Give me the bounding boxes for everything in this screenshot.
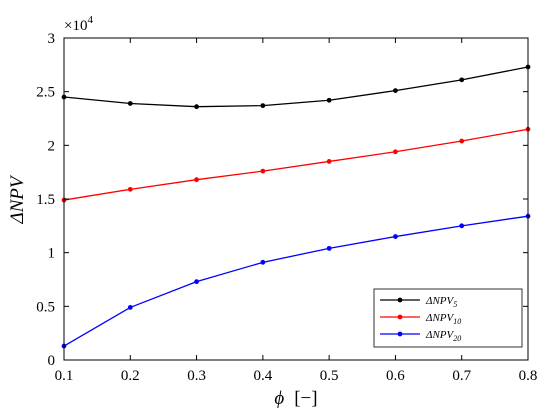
data-point	[393, 234, 398, 239]
y-tick-label: 1.5	[36, 192, 55, 208]
legend-marker	[397, 297, 403, 303]
legend-label: ΔNPV10	[425, 312, 461, 326]
data-point	[393, 88, 398, 93]
x-axis-unit: [−]	[294, 388, 317, 409]
ticks-layer: 0.1 0.2 0.3 0.4 0.5 0.6 0.7 0.8 0 0.5 1 1.5 2 2.5 3	[36, 31, 537, 384]
data-point	[260, 103, 266, 109]
legend: ΔNPV5 ΔNPV10 ΔNPV20	[373, 288, 523, 348]
series-layer	[61, 64, 531, 349]
data-point	[260, 168, 266, 174]
data-point	[260, 259, 266, 265]
data-point	[127, 305, 133, 310]
data-point	[194, 104, 199, 110]
y-multiplier: ×104	[64, 14, 93, 34]
data-point	[326, 245, 332, 251]
legend-label: ΔNPV20	[425, 329, 461, 343]
x-tick-label: 0.3	[187, 368, 206, 384]
y-tick-label: 3	[48, 31, 56, 47]
data-point	[194, 177, 199, 183]
data-point	[127, 186, 133, 192]
series-line	[63, 66, 529, 108]
data-point	[326, 159, 332, 164]
data-point	[326, 97, 332, 103]
series-line	[63, 128, 529, 201]
x-tick-label: 0.7	[452, 368, 471, 384]
y-tick-label: 1	[48, 246, 56, 262]
data-point	[127, 101, 133, 106]
y-axis-label: ΔNPV	[7, 174, 28, 224]
x-axis-label: ϕ [−]	[274, 388, 317, 409]
x-tick-label: 0.5	[320, 368, 339, 384]
series-line	[63, 215, 529, 347]
x-axis-symbol: ϕ	[274, 388, 284, 409]
x-tick-label: 0.6	[386, 368, 405, 384]
legend-marker	[397, 331, 403, 337]
data-point	[459, 138, 465, 144]
data-point	[459, 223, 465, 229]
legend-label: ΔNPV5	[425, 295, 457, 309]
x-tick-label: 0.2	[121, 368, 140, 384]
x-tick-label: 0.4	[253, 368, 272, 384]
x-tick-label: 0.8	[519, 368, 538, 384]
data-point	[459, 77, 465, 83]
x-tick-label: 0.1	[55, 368, 74, 384]
y-tick-label: 0	[48, 353, 56, 369]
y-tick-label: 2.5	[36, 85, 55, 101]
data-point	[393, 149, 398, 155]
data-point	[194, 279, 199, 285]
y-tick-label: 2	[48, 138, 56, 154]
legend-marker	[397, 314, 403, 320]
y-tick-label: 0.5	[36, 299, 55, 315]
